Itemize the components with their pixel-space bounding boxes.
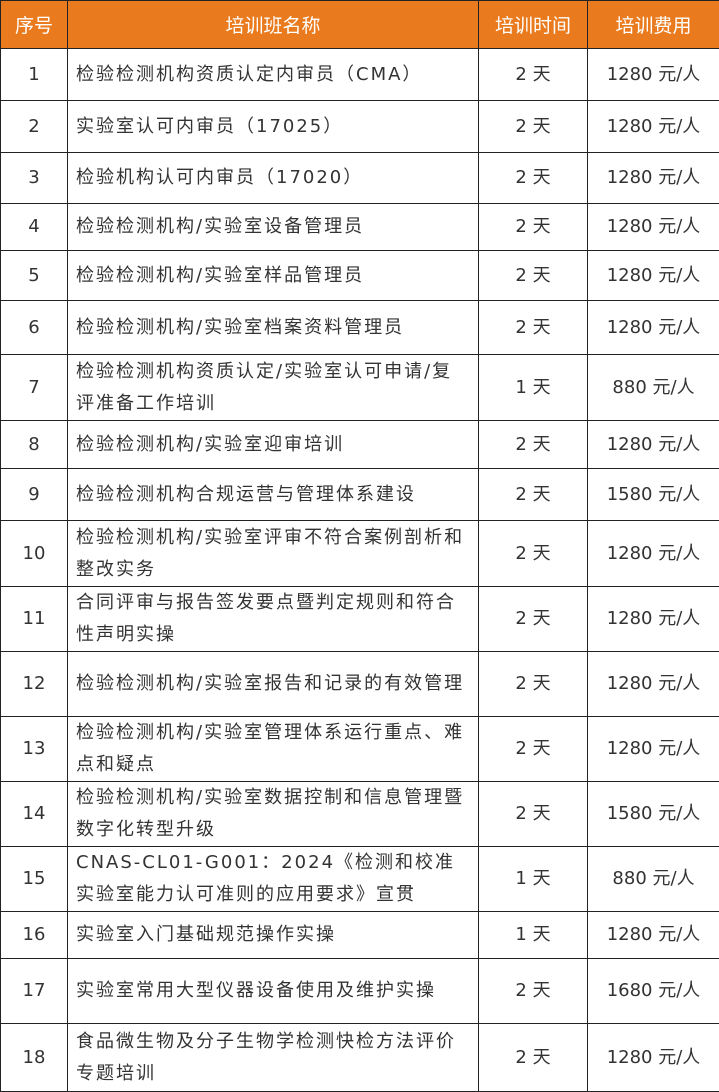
fee-cell: 880 元/人 <box>587 846 719 912</box>
name-cell: 检验检测机构/实验室评审不符合案例剖析和整改实务 <box>67 520 479 587</box>
course-row: 3 检验机构认可内审员（17020） 2 天 1280 元/人 <box>0 152 719 204</box>
course-row: 12 检验检测机构/实验室报告和记录的有效管理 2 天 1280 元/人 <box>0 651 719 717</box>
num-cell: 9 <box>0 468 68 521</box>
fee-cell: 1280 元/人 <box>587 420 719 469</box>
course-row: 15 CNAS-CL01-G001：2024《检测和校准实验室能力认可准则的应用要… <box>0 846 719 912</box>
name-cell: 检验检测机构/实验室档案资料管理员 <box>67 300 479 355</box>
fee-cell: 1680 元/人 <box>587 958 719 1024</box>
num-cell: 4 <box>0 203 68 251</box>
days-cell: 2 天 <box>478 716 588 782</box>
days-cell: 1 天 <box>478 846 588 912</box>
fee-cell: 880 元/人 <box>587 354 719 421</box>
fee-cell: 1280 元/人 <box>587 250 719 301</box>
days-cell: 2 天 <box>478 300 588 355</box>
num-cell: 3 <box>0 152 68 204</box>
course-row: 7 检验检测机构资质认定/实验室认可申请/复评准备工作培训 1 天 880 元/人 <box>0 354 719 421</box>
course-row: 2 实验室认可内审员（17025） 2 天 1280 元/人 <box>0 100 719 153</box>
name-cell: 检验检测机构/实验室管理体系运行重点、难点和疑点 <box>67 716 479 782</box>
name-cell: 检验检测机构/实验室迎审培训 <box>67 420 479 469</box>
name-cell: 检验检测机构资质认定/实验室认可申请/复评准备工作培训 <box>67 354 479 421</box>
course-row: 17 实验室常用大型仪器设备使用及维护实操 2 天 1680 元/人 <box>0 958 719 1024</box>
course-row: 6 检验检测机构/实验室档案资料管理员 2 天 1280 元/人 <box>0 300 719 355</box>
name-cell: CNAS-CL01-G001：2024《检测和校准实验室能力认可准则的应用要求》… <box>67 846 479 912</box>
name-cell: 实验室入门基础规范操作实操 <box>67 911 479 959</box>
fee-cell: 1280 元/人 <box>587 520 719 587</box>
fee-cell: 1580 元/人 <box>587 468 719 521</box>
name-cell: 实验室认可内审员（17025） <box>67 100 479 153</box>
days-cell: 1 天 <box>478 911 588 959</box>
num-cell: 15 <box>0 846 68 912</box>
name-cell: 合同评审与报告签发要点暨判定规则和符合性声明实操 <box>67 586 479 652</box>
name-cell: 检验检测机构/实验室报告和记录的有效管理 <box>67 651 479 717</box>
fee-cell: 1580 元/人 <box>587 781 719 847</box>
days-cell: 2 天 <box>478 651 588 717</box>
header-cell: 序号 <box>0 0 68 49</box>
num-cell: 14 <box>0 781 68 847</box>
num-cell: 17 <box>0 958 68 1024</box>
days-cell: 2 天 <box>478 203 588 251</box>
name-cell: 检验机构认可内审员（17020） <box>67 152 479 204</box>
days-cell: 2 天 <box>478 520 588 587</box>
num-cell: 1 <box>0 48 68 101</box>
days-cell: 1 天 <box>478 354 588 421</box>
days-cell: 2 天 <box>478 100 588 153</box>
course-row: 4 检验检测机构/实验室设备管理员 2 天 1280 元/人 <box>0 203 719 251</box>
header-cell: 培训班名称 <box>67 0 479 49</box>
name-cell: 检验检测机构/实验室样品管理员 <box>67 250 479 301</box>
days-cell: 2 天 <box>478 781 588 847</box>
days-cell: 2 天 <box>478 420 588 469</box>
header-row: 序号 培训班名称 培训时间 培训费用 <box>0 0 719 49</box>
course-row: 16 实验室入门基础规范操作实操 1 天 1280 元/人 <box>0 911 719 959</box>
course-row: 9 检验检测机构合规运营与管理体系建设 2 天 1580 元/人 <box>0 468 719 521</box>
num-cell: 12 <box>0 651 68 717</box>
course-row: 5 检验检测机构/实验室样品管理员 2 天 1280 元/人 <box>0 250 719 301</box>
num-cell: 2 <box>0 100 68 153</box>
num-cell: 7 <box>0 354 68 421</box>
name-cell: 实验室常用大型仪器设备使用及维护实操 <box>67 958 479 1024</box>
num-cell: 13 <box>0 716 68 782</box>
course-row: 8 检验检测机构/实验室迎审培训 2 天 1280 元/人 <box>0 420 719 469</box>
fee-cell: 1280 元/人 <box>587 48 719 101</box>
days-cell: 2 天 <box>478 152 588 204</box>
fee-cell: 1280 元/人 <box>587 586 719 652</box>
name-cell: 检验检测机构合规运营与管理体系建设 <box>67 468 479 521</box>
num-cell: 11 <box>0 586 68 652</box>
course-row: 18 食品微生物及分子生物学检测快检方法评价专题培训 2 天 1280 元/人 <box>0 1023 719 1092</box>
header-cell: 培训费用 <box>587 0 719 49</box>
fee-cell: 1280 元/人 <box>587 911 719 959</box>
days-cell: 2 天 <box>478 468 588 521</box>
fee-cell: 1280 元/人 <box>587 651 719 717</box>
fee-cell: 1280 元/人 <box>587 300 719 355</box>
header-cell: 培训时间 <box>478 0 588 49</box>
name-cell: 检验检测机构/实验室数据控制和信息管理暨数字化转型升级 <box>67 781 479 847</box>
days-cell: 2 天 <box>478 958 588 1024</box>
days-cell: 2 天 <box>478 48 588 101</box>
course-row: 11 合同评审与报告签发要点暨判定规则和符合性声明实操 2 天 1280 元/人 <box>0 586 719 652</box>
name-cell: 检验检测机构资质认定内审员（CMA） <box>67 48 479 101</box>
course-row: 14 检验检测机构/实验室数据控制和信息管理暨数字化转型升级 2 天 1580 元/人 <box>0 781 719 847</box>
days-cell: 2 天 <box>478 1023 588 1092</box>
num-cell: 5 <box>0 250 68 301</box>
name-cell: 检验检测机构/实验室设备管理员 <box>67 203 479 251</box>
fee-cell: 1280 元/人 <box>587 203 719 251</box>
course-row: 13 检验检测机构/实验室管理体系运行重点、难点和疑点 2 天 1280 元/人 <box>0 716 719 782</box>
course-row: 1 检验检测机构资质认定内审员（CMA） 2 天 1280 元/人 <box>0 48 719 101</box>
name-cell: 食品微生物及分子生物学检测快检方法评价专题培训 <box>67 1023 479 1092</box>
fee-cell: 1280 元/人 <box>587 100 719 153</box>
fee-cell: 1280 元/人 <box>587 152 719 204</box>
days-cell: 2 天 <box>478 586 588 652</box>
num-cell: 18 <box>0 1023 68 1092</box>
fee-cell: 1280 元/人 <box>587 716 719 782</box>
fee-cell: 1280 元/人 <box>587 1023 719 1092</box>
course-row: 10 检验检测机构/实验室评审不符合案例剖析和整改实务 2 天 1280 元/人 <box>0 520 719 587</box>
num-cell: 8 <box>0 420 68 469</box>
num-cell: 16 <box>0 911 68 959</box>
num-cell: 10 <box>0 520 68 587</box>
days-cell: 2 天 <box>478 250 588 301</box>
num-cell: 6 <box>0 300 68 355</box>
